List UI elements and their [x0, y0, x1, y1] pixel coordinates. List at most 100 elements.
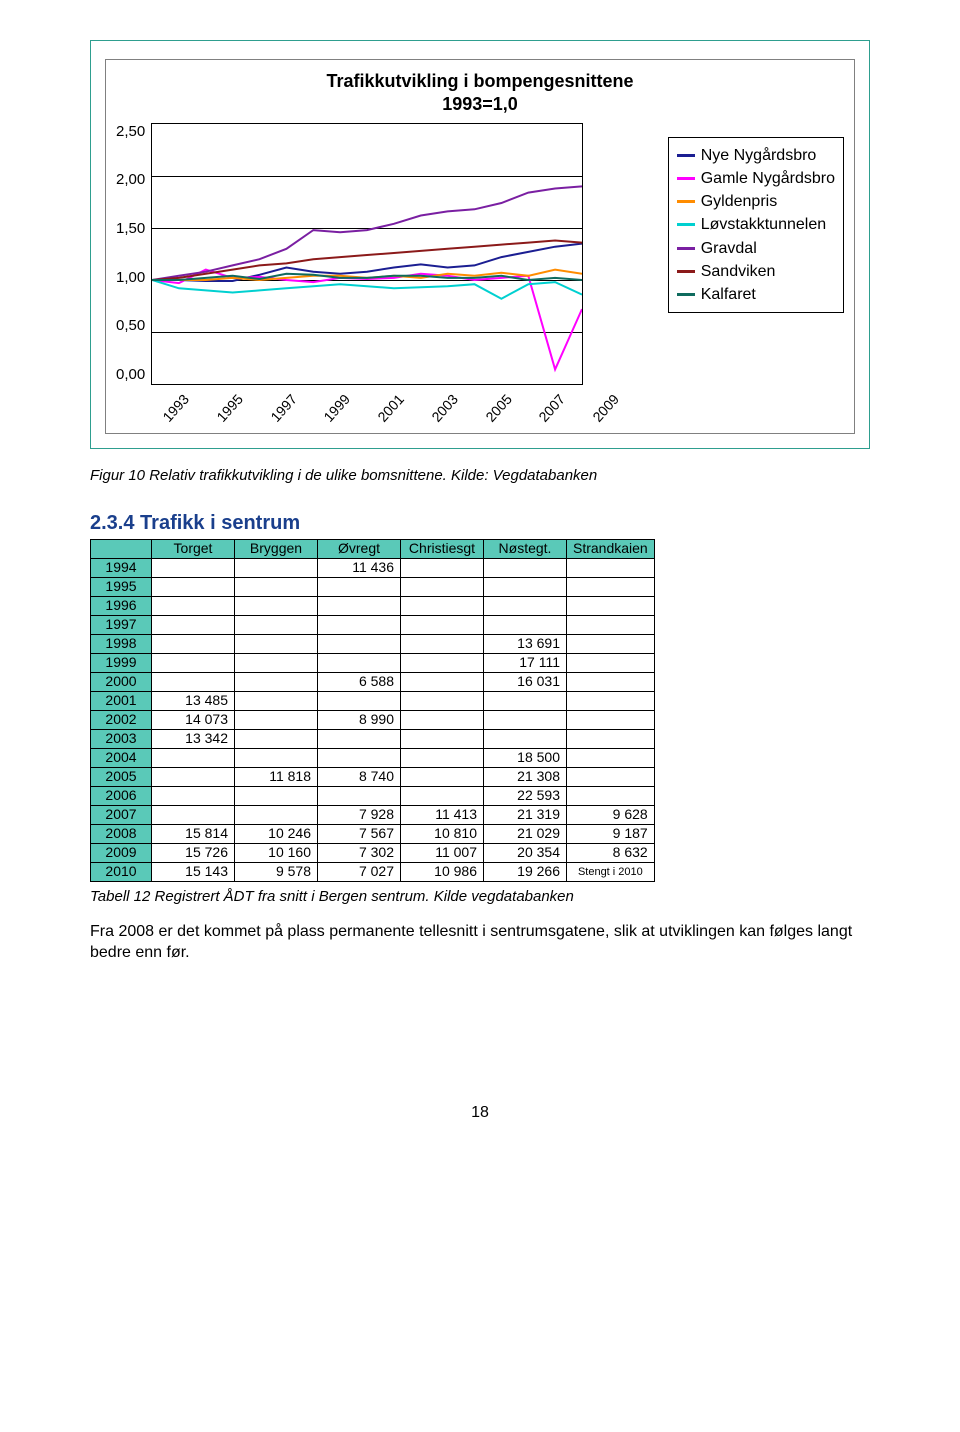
table-cell — [235, 786, 318, 805]
legend-swatch — [677, 177, 695, 180]
table-caption: Tabell 12 Registrert ÅDT fra snitt i Ber… — [90, 888, 870, 905]
table-cell — [152, 786, 235, 805]
table-row: 199813 691 — [91, 634, 655, 653]
table-row: 200815 81410 2467 56710 81021 0299 187 — [91, 824, 655, 843]
table-cell — [484, 729, 567, 748]
chart-outer-frame: Trafikkutvikling i bompengesnittene 1993… — [90, 40, 870, 449]
table-year-cell: 2009 — [91, 843, 152, 862]
table-cell — [401, 615, 484, 634]
table-cell — [235, 634, 318, 653]
table-cell — [318, 786, 401, 805]
table-row: 200214 0738 990 — [91, 710, 655, 729]
table-year-cell: 2008 — [91, 824, 152, 843]
legend-swatch — [677, 223, 695, 226]
x-tick-label: 2003 — [428, 391, 461, 425]
table-row: 20077 92811 41321 3199 628 — [91, 805, 655, 824]
table-cell — [235, 615, 318, 634]
table-cell — [235, 596, 318, 615]
legend-swatch — [677, 270, 695, 273]
table-cell — [152, 767, 235, 786]
table-row: 200313 342 — [91, 729, 655, 748]
table-cell — [235, 748, 318, 767]
table-cell: Stengt i 2010 — [567, 862, 655, 881]
table-cell: 8 740 — [318, 767, 401, 786]
x-tick-label: 1995 — [213, 391, 246, 425]
table-cell — [318, 577, 401, 596]
table-cell — [401, 558, 484, 577]
table-cell — [567, 710, 655, 729]
legend: Nye NygårdsbroGamle NygårdsbroGyldenpris… — [668, 137, 844, 313]
legend-swatch — [677, 247, 695, 250]
table-cell — [152, 748, 235, 767]
table-cell — [152, 805, 235, 824]
table-year-cell: 2010 — [91, 862, 152, 881]
table-cell — [567, 653, 655, 672]
table-header: Bryggen — [235, 539, 318, 558]
legend-swatch — [677, 200, 695, 203]
x-tick-label: 2009 — [590, 391, 623, 425]
table-cell: 7 567 — [318, 824, 401, 843]
chart-lines — [152, 124, 582, 384]
table-cell — [235, 805, 318, 824]
table-cell: 19 266 — [484, 862, 567, 881]
table-cell — [567, 615, 655, 634]
table-cell: 10 160 — [235, 843, 318, 862]
legend-label: Nye Nygårdsbro — [701, 144, 817, 167]
table-cell: 7 302 — [318, 843, 401, 862]
table-cell — [235, 558, 318, 577]
table-row: 200622 593 — [91, 786, 655, 805]
table-cell — [318, 729, 401, 748]
table-cell: 16 031 — [484, 672, 567, 691]
table-cell: 21 029 — [484, 824, 567, 843]
table-year-cell: 2005 — [91, 767, 152, 786]
table-cell: 8 990 — [318, 710, 401, 729]
table-cell: 13 691 — [484, 634, 567, 653]
legend-item: Gyldenpris — [677, 190, 835, 213]
table-cell — [235, 672, 318, 691]
legend-label: Løvstakktunnelen — [701, 213, 826, 236]
table-cell: 15 814 — [152, 824, 235, 843]
table-header: Torget — [152, 539, 235, 558]
table-cell: 11 413 — [401, 805, 484, 824]
table-year-cell: 2000 — [91, 672, 152, 691]
table-cell — [152, 596, 235, 615]
table-cell — [235, 577, 318, 596]
table-cell — [567, 786, 655, 805]
table-cell: 11 007 — [401, 843, 484, 862]
table-cell: 10 246 — [235, 824, 318, 843]
x-tick-label: 1999 — [321, 391, 354, 425]
table-cell — [401, 577, 484, 596]
table-cell: 10 810 — [401, 824, 484, 843]
table-cell — [567, 672, 655, 691]
table-cell: 14 073 — [152, 710, 235, 729]
table-cell: 9 578 — [235, 862, 318, 881]
chart-title-line1: Trafikkutvikling i bompengesnittene — [326, 71, 633, 91]
table-cell — [401, 596, 484, 615]
table-cell: 9 628 — [567, 805, 655, 824]
table-cell: 8 632 — [567, 843, 655, 862]
table-cell: 15 143 — [152, 862, 235, 881]
table-header: Christiesgt — [401, 539, 484, 558]
table-cell — [318, 653, 401, 672]
table-cell: 17 111 — [484, 653, 567, 672]
table-row: 1997 — [91, 615, 655, 634]
table-cell — [235, 710, 318, 729]
table-year-cell: 2007 — [91, 805, 152, 824]
table-cell: 21 308 — [484, 767, 567, 786]
table-cell: 20 354 — [484, 843, 567, 862]
x-tick-label: 2007 — [536, 391, 569, 425]
table-cell — [484, 710, 567, 729]
x-tick-label: 2005 — [482, 391, 515, 425]
table-cell: 6 588 — [318, 672, 401, 691]
table-cell — [567, 558, 655, 577]
table-cell: 7 928 — [318, 805, 401, 824]
table-year-cell: 1999 — [91, 653, 152, 672]
table-cell — [318, 748, 401, 767]
table-cell — [401, 653, 484, 672]
table-cell: 15 726 — [152, 843, 235, 862]
table-row: 1999 17 111 — [91, 653, 655, 672]
table-cell — [567, 767, 655, 786]
legend-label: Sandviken — [701, 260, 776, 283]
table-cell — [401, 767, 484, 786]
table-header: Strandkaien — [567, 539, 655, 558]
